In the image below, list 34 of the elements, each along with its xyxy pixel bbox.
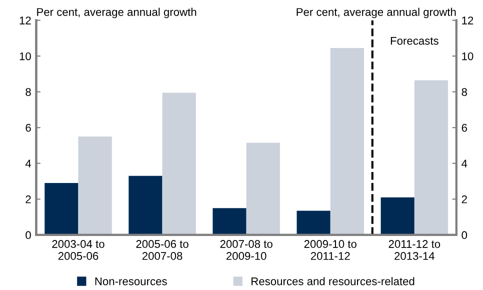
y2-tick-label: 2 xyxy=(462,195,467,204)
x-tick-label: 2007-08 to 2009-10 xyxy=(220,240,272,260)
y-tick-label: 2 xyxy=(26,195,31,204)
y-tick-label: 4 xyxy=(25,160,32,168)
bar xyxy=(246,142,280,235)
y-tick-label: 6 xyxy=(26,124,31,132)
y-tick-label: 12 xyxy=(20,16,31,24)
y2-tick-label: 12 xyxy=(462,16,474,24)
y-tick-label: 8 xyxy=(26,88,31,96)
y2-tick-label: 6 xyxy=(462,124,467,132)
legend-label: Non-resources xyxy=(95,278,167,286)
y2-tick-label: 8 xyxy=(462,88,467,96)
bar xyxy=(128,176,162,235)
bar xyxy=(44,183,78,235)
x-tick-label: 2009-10 to 2011-12 xyxy=(304,240,356,260)
bar xyxy=(380,197,414,235)
bar xyxy=(296,210,330,235)
y2-tick-label: 10 xyxy=(462,52,474,60)
legend-label: Resources and resources-related xyxy=(252,277,414,286)
bar xyxy=(330,48,364,235)
x-tick-label: 2003-04 to 2005-06 xyxy=(52,240,104,260)
y2-tick-label: 4 xyxy=(462,160,468,168)
annotation: Forecasts xyxy=(390,36,438,45)
bar xyxy=(414,80,448,235)
y-axis-title: Per cent, average annual growth xyxy=(37,8,196,18)
bar xyxy=(212,208,246,235)
y-tick-label: 0 xyxy=(26,231,31,240)
y2-tick-label: 0 xyxy=(462,231,468,240)
x-tick-label: 2005-06 to 2007-08 xyxy=(136,240,188,260)
x-tick-label: 2011-12 to 2013-14 xyxy=(388,240,440,260)
bar xyxy=(162,92,196,235)
bar xyxy=(78,136,112,235)
y2-axis-title: Per cent, average annual growth xyxy=(296,8,456,18)
y-tick-label: 10 xyxy=(20,52,31,60)
